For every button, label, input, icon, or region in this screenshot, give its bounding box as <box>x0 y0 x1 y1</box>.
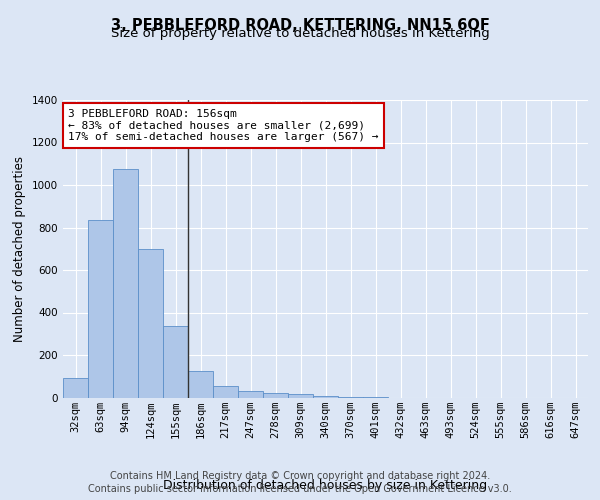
Text: 3, PEBBLEFORD ROAD, KETTERING, NN15 6QF: 3, PEBBLEFORD ROAD, KETTERING, NN15 6QF <box>110 18 490 32</box>
Bar <box>163 326 188 398</box>
Bar <box>238 391 263 398</box>
Text: Contains HM Land Registry data © Crown copyright and database right 2024.: Contains HM Land Registry data © Crown c… <box>110 471 490 481</box>
Bar <box>88 220 113 398</box>
Bar <box>313 396 338 398</box>
Y-axis label: Number of detached properties: Number of detached properties <box>13 156 26 342</box>
Text: Contains public sector information licensed under the Open Government Licence v3: Contains public sector information licen… <box>88 484 512 494</box>
Bar <box>263 393 288 398</box>
Bar <box>113 169 138 398</box>
Bar <box>63 378 88 398</box>
Bar <box>213 386 238 398</box>
Text: 3 PEBBLEFORD ROAD: 156sqm
← 83% of detached houses are smaller (2,699)
17% of se: 3 PEBBLEFORD ROAD: 156sqm ← 83% of detac… <box>68 109 379 142</box>
Text: Size of property relative to detached houses in Kettering: Size of property relative to detached ho… <box>110 28 490 40</box>
Bar <box>138 249 163 398</box>
Bar <box>188 371 213 398</box>
Bar <box>288 394 313 398</box>
X-axis label: Distribution of detached houses by size in Kettering: Distribution of detached houses by size … <box>163 480 488 492</box>
